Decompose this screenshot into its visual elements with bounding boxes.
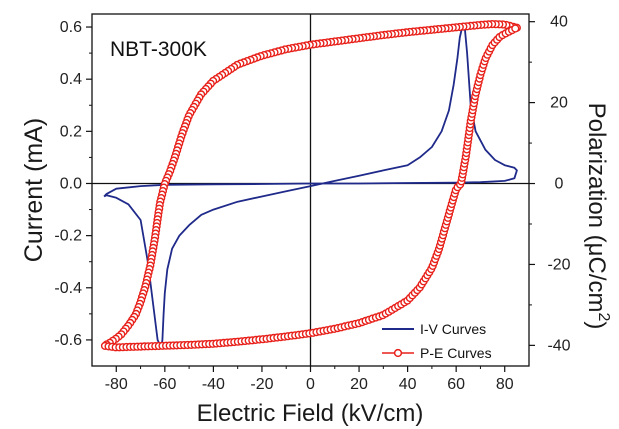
y-left-tick-label: -0.6: [54, 332, 82, 349]
y-left-tick-label: 0.0: [60, 175, 82, 192]
legend: I-V Curves P-E Curves: [382, 321, 492, 361]
y-right-tick-label: 40: [550, 14, 568, 31]
y-axis-right-label-close: ): [583, 321, 610, 329]
legend-pe-label: P-E Curves: [420, 345, 492, 361]
y-right-tick-label: -20: [547, 256, 570, 273]
x-tick-label: -80: [105, 376, 128, 393]
x-tick-label: -40: [202, 376, 225, 393]
y-right-tick-label: -40: [547, 337, 570, 354]
y-left-tick-label: 0.6: [60, 19, 82, 36]
y-axis-right-label-main: Polarization (μC/cm: [583, 103, 610, 313]
x-tick-label: -60: [153, 376, 176, 393]
legend-pe-swatch-marker: [393, 348, 403, 358]
axes-layer: -80 -60 -40 -20 0 20 40 60 80 -0.6 -0.4 -0.2 0.0 0.2 0…: [54, 13, 571, 393]
x-tick-label: 0: [306, 376, 315, 393]
x-tick-label: 20: [350, 376, 368, 393]
x-tick-label: 40: [399, 376, 417, 393]
y-left-tick-label: -0.4: [54, 280, 82, 297]
x-tick-label: 60: [447, 376, 465, 393]
y-right-tick-label: 0: [555, 176, 564, 193]
y-left-tick-label: 0.4: [60, 71, 82, 88]
x-axis-label: Electric Field (kV/cm): [197, 400, 424, 427]
y-left-tick-label: 0.2: [60, 123, 82, 140]
legend-iv-label: I-V Curves: [420, 321, 486, 337]
x-tick-label: -20: [250, 376, 273, 393]
series-marker-p-e-curves: [511, 24, 520, 33]
x-tick-label: 80: [496, 376, 514, 393]
y-axis-right-label-superscript: 2: [595, 312, 612, 321]
y-axis-right-label: Polarization (μC/cm2): [583, 103, 612, 330]
chart-annotation: NBT-300K: [110, 38, 207, 61]
series-layer: [100, 20, 521, 352]
series-line-i-v-curves: [103, 26, 518, 349]
y-left-tick-label: -0.2: [54, 228, 82, 245]
y-right-tick-label: 20: [550, 95, 568, 112]
y-axis-left-label: Current (mA): [20, 118, 48, 262]
